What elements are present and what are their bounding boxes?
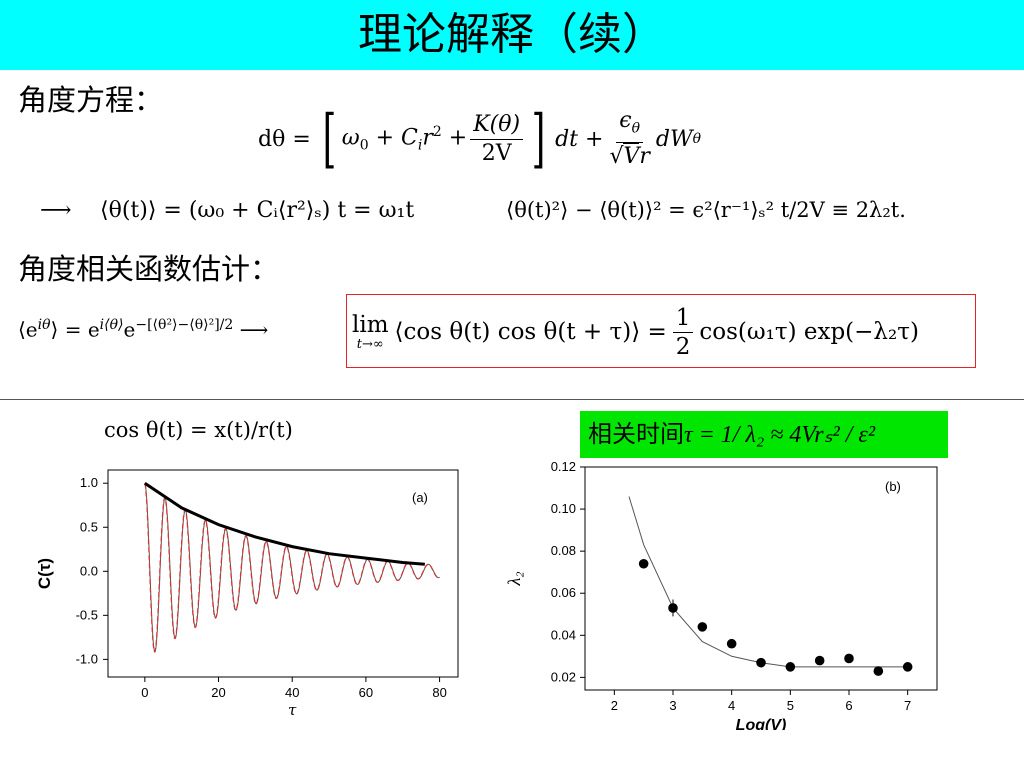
chart-a-frame	[107, 469, 459, 678]
equation-dtheta: dθ = [ ω0 + Cir2 + K(θ) 2V ] dt + ϵθ √Vr d…	[258, 102, 702, 176]
chart-b-xtick-label: 3	[669, 698, 676, 713]
chart-a-ytick-label: -1.0	[76, 651, 98, 666]
chart-b-ytick-label: 0.02	[551, 669, 576, 684]
chart-b-ytick-label: 0.04	[551, 627, 576, 642]
section-divider	[0, 399, 1024, 400]
chart-b-point	[726, 638, 737, 649]
eq1-r: r	[422, 125, 433, 151]
arrow-2: ⟶	[239, 317, 269, 342]
correlation-time-text: 相关时间τ = 1/ λ₂ ≈ 4Vrₛ² / ε²	[588, 417, 875, 452]
chart-a-ytick-label: 0.5	[80, 519, 98, 534]
eq1-omega: ω	[341, 125, 360, 151]
eq4-lhs: ⟨e	[18, 317, 38, 342]
equation-mean-theta: ⟨θ(t)⟩ = (ω₀ + Cᵢ⟨r²⟩ₛ) t = ω₁t	[100, 198, 415, 223]
section-angle-equation: 角度方程：	[18, 83, 164, 117]
section-angle-correlation: 角度相关函数估计：	[18, 252, 280, 286]
chart-a-xtick-label: 0	[141, 685, 148, 700]
eq1-k-den: 2V	[481, 140, 512, 166]
chart-b-point	[697, 622, 708, 632]
chart-a-ytick-label: -0.5	[76, 607, 98, 622]
eq1-r2: r	[639, 144, 650, 170]
chart-a-ytick-label: 1.0	[80, 475, 98, 490]
eq1-v: V	[623, 143, 640, 170]
chart-b-point	[902, 662, 913, 672]
chart-b-ytick-label: 0.12	[551, 459, 576, 474]
chart-a-series-fit	[144, 483, 440, 653]
equation-variance: ⟨θ(t)²⟩ − ⟨θ(t)⟩² = ϵ²⟨r⁻¹⟩ₛ² t/2V ≡ 2λ₂…	[506, 198, 906, 222]
chart-a-xtick-label: 80	[432, 685, 446, 700]
chart-b-point	[668, 603, 678, 613]
chart-a-panel-label: (a)	[412, 490, 428, 505]
chart-a-series-envelope	[144, 481, 425, 566]
chart-a-ytick-label: 0.0	[80, 563, 98, 578]
eq5-den: 2	[675, 333, 691, 360]
equation-exp-average: ⟨eiθ⟩ = ei⟨θ⟩e−[⟨θ²⟩−⟨θ⟩²]/2 ⟶	[18, 317, 268, 342]
eq5-body: ⟨cos θ(t) cos θ(t + τ)⟩ =	[394, 319, 667, 345]
chart-b-xtick-label: 7	[904, 698, 911, 713]
chart-a-xlabel: τ	[288, 701, 297, 719]
equation-cos-theta: cos θ(t) = x(t)/r(t)	[104, 418, 293, 442]
eq4-mid: ⟩ = e	[50, 317, 100, 342]
eq4-lhs-sup: iθ	[37, 317, 51, 333]
slide-title: 理论解释（续）	[358, 9, 666, 60]
eq5-tail: cos(ω₁τ) exp(−λ₂τ)	[699, 319, 919, 345]
chart-a-ylabel: C(τ)	[35, 558, 54, 589]
correlation-result-box	[346, 294, 976, 368]
eq1-lhs: dθ =	[258, 126, 311, 152]
chart-b-point	[638, 558, 649, 569]
eq5-lim: lim	[352, 312, 389, 338]
eq1-ci: C	[401, 125, 418, 151]
arrow-1: ⟶	[40, 198, 72, 223]
eq5-num: 1	[672, 305, 694, 333]
green-formula: τ = 1/ λ₂ ≈ 4Vrₛ² / ε²	[684, 422, 876, 448]
eq4-exp: −[⟨θ²⟩−⟨θ⟩²]/2	[135, 317, 234, 333]
chart-a: 0 20 40 60 80 1.0 0.5 0.0 -0.5 -1.0 τ C(τ) (a)	[35, 469, 459, 719]
eq1-k-num: K(θ)	[470, 112, 524, 140]
chart-b-ytick-label: 0.08	[551, 543, 576, 558]
chart-b-point	[844, 653, 854, 664]
chart-b-xlabel: Log(V)	[736, 717, 787, 730]
chart-b-ytick-label: 0.10	[551, 501, 576, 516]
chart-b-xtick-label: 5	[787, 698, 794, 713]
chart-b-frame	[584, 466, 938, 691]
eq4-mid-sup: i⟨θ⟩	[99, 317, 124, 333]
chart-b-xtick-label: 6	[845, 698, 852, 713]
chart-b-ytick-label: 0.06	[551, 585, 576, 600]
chart-b-panel-label: (b)	[885, 479, 901, 494]
chart-b-xtick-label: 2	[611, 698, 618, 713]
chart-b-point	[785, 662, 796, 672]
title-bar	[0, 0, 1024, 70]
eq1-eps: ϵ	[619, 107, 632, 133]
chart-b-xtick-label: 4	[728, 698, 735, 713]
chart-b-point	[814, 655, 825, 666]
chart-b: 2 3 4 5 6 7 0.12 0.10 0.08 0.06 0.04 0.02 Log(V) λ₂ (b…	[504, 459, 938, 730]
eq1-sqrt: √	[609, 144, 624, 170]
eq5-lim-sub: t→∞	[356, 337, 384, 352]
chart-b-fit-line	[628, 496, 908, 668]
chart-a-series-data	[144, 482, 440, 653]
eq4-e: e	[123, 317, 136, 342]
chart-b-ylabel: λ₂	[504, 571, 524, 586]
chart-a-xtick-label: 20	[211, 685, 225, 700]
correlation-time-box	[580, 411, 948, 458]
chart-a-xtick-label: 40	[285, 685, 299, 700]
chart-b-point	[873, 666, 884, 676]
green-label: 相关时间	[588, 420, 684, 448]
chart-b-point	[756, 657, 766, 668]
eq1-dt: dt +	[555, 126, 604, 152]
eq1-dw: dW	[655, 126, 693, 152]
chart-a-xtick-label: 60	[359, 685, 373, 700]
